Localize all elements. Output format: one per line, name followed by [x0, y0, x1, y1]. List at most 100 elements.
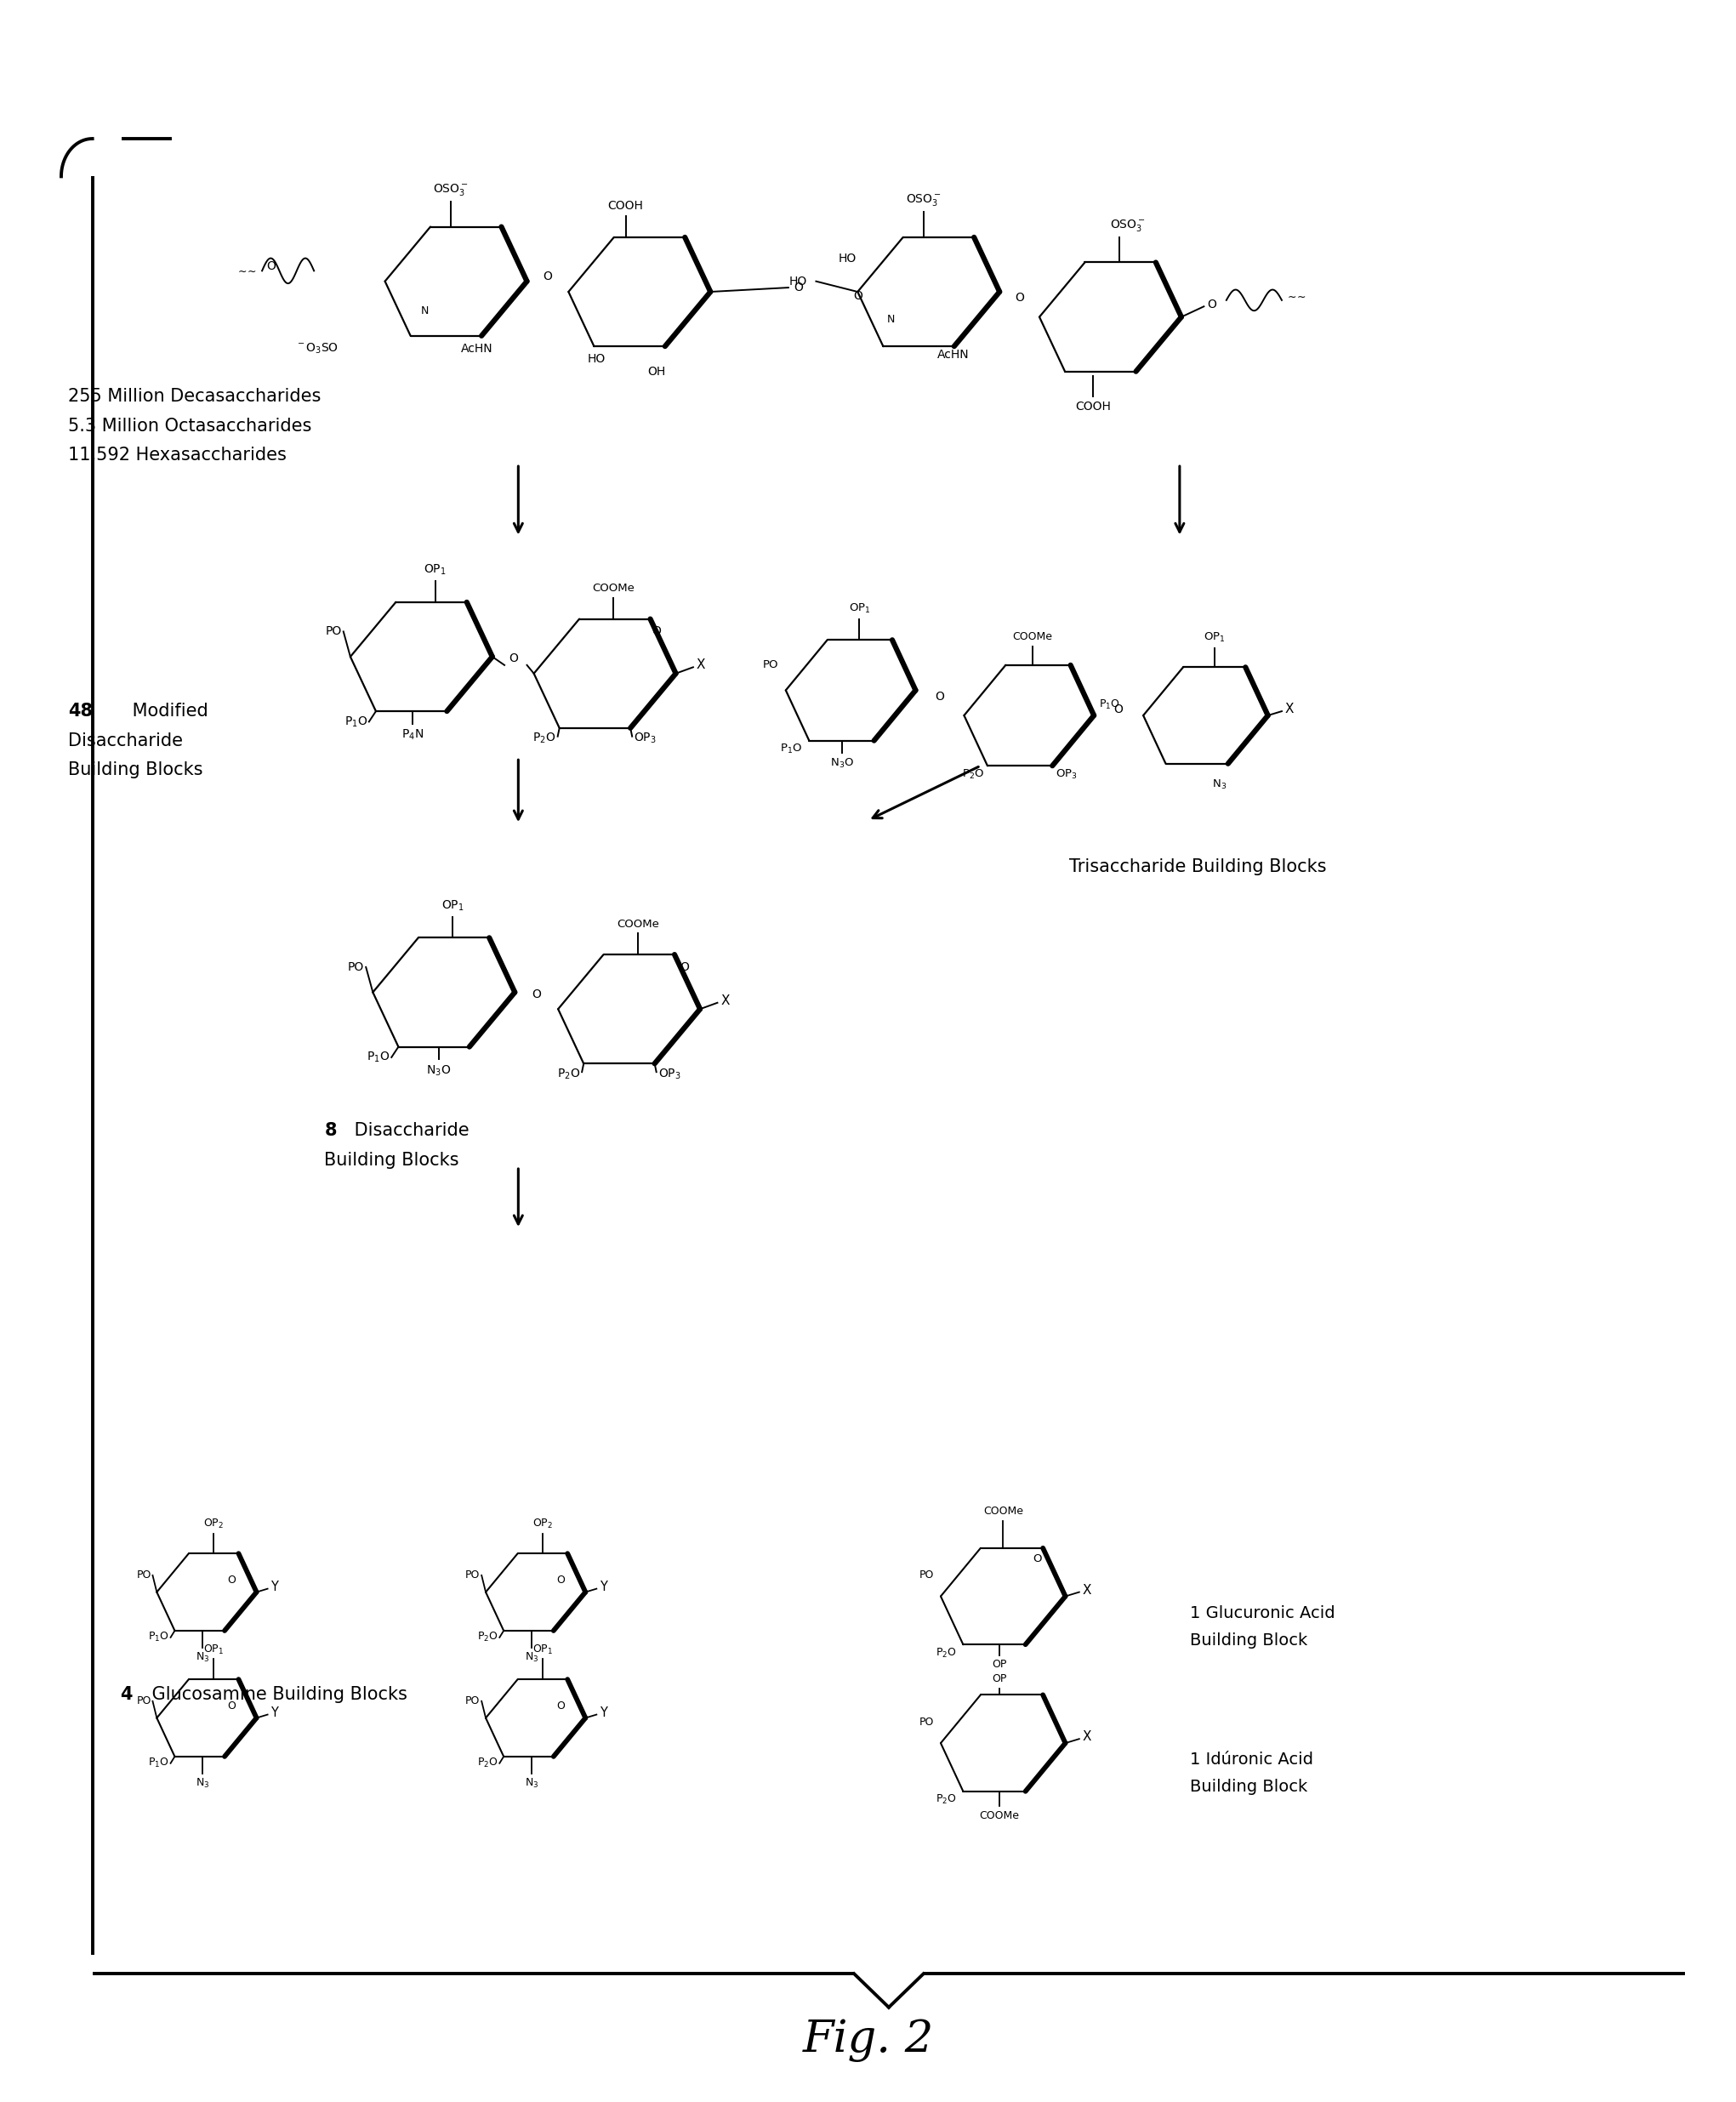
Text: PO: PO [137, 1570, 151, 1581]
Text: OH: OH [648, 366, 667, 378]
Text: 5.3 Million Octasaccharides: 5.3 Million Octasaccharides [68, 418, 312, 435]
Text: COOMe: COOMe [1012, 631, 1052, 641]
Text: 8: 8 [325, 1122, 337, 1139]
Text: P$_1$O: P$_1$O [344, 715, 368, 729]
Text: OP$_1$: OP$_1$ [441, 900, 464, 912]
Text: Building Blocks: Building Blocks [68, 761, 203, 778]
Text: N$_3$: N$_3$ [524, 1650, 538, 1663]
Text: PO: PO [465, 1570, 481, 1581]
Text: PO: PO [137, 1696, 151, 1707]
Text: N$_3$: N$_3$ [1212, 778, 1227, 790]
Text: X: X [1083, 1583, 1092, 1595]
Text: Building Block: Building Block [1189, 1778, 1307, 1795]
Text: HO: HO [838, 252, 856, 265]
Text: P$_1$O: P$_1$O [1099, 698, 1120, 710]
Text: $^-$O$_3$SO: $^-$O$_3$SO [295, 341, 339, 355]
Text: HO: HO [587, 353, 606, 366]
Text: AcHN: AcHN [937, 349, 969, 362]
Text: OP$_2$: OP$_2$ [203, 1518, 224, 1530]
Text: X: X [1083, 1730, 1092, 1743]
Text: Fig. 2: Fig. 2 [802, 2018, 934, 2062]
Text: O: O [936, 692, 944, 702]
Text: COOH: COOH [1075, 401, 1111, 412]
Text: Building Blocks: Building Blocks [325, 1152, 460, 1169]
Text: X: X [720, 994, 729, 1007]
Text: HO: HO [790, 275, 807, 288]
Text: O: O [543, 269, 552, 282]
Text: P$_1$O: P$_1$O [779, 742, 802, 755]
Text: OP$_2$: OP$_2$ [533, 1518, 552, 1530]
Text: Y: Y [271, 1581, 278, 1593]
Text: OP$_3$: OP$_3$ [634, 731, 656, 746]
Text: O: O [556, 1701, 564, 1711]
Text: O: O [1033, 1553, 1042, 1564]
Text: N: N [420, 305, 429, 315]
Text: N$_3$: N$_3$ [196, 1776, 210, 1789]
Text: X: X [1285, 702, 1293, 715]
Text: O: O [653, 626, 661, 637]
Text: PO: PO [918, 1717, 934, 1728]
Text: OP$_1$: OP$_1$ [424, 563, 446, 578]
Text: O: O [1016, 292, 1024, 305]
Text: OSO$_3^-$: OSO$_3^-$ [906, 193, 941, 208]
Text: P$_2$O: P$_2$O [936, 1793, 957, 1806]
Text: Modified: Modified [127, 702, 208, 719]
Text: P$_1$O: P$_1$O [148, 1631, 168, 1644]
Text: P$_2$O: P$_2$O [477, 1631, 498, 1644]
Text: Y: Y [599, 1581, 608, 1593]
Text: N$_3$: N$_3$ [196, 1650, 210, 1663]
Text: AcHN: AcHN [462, 343, 493, 355]
Text: OP$_1$: OP$_1$ [849, 601, 870, 614]
Text: OSO$_3^-$: OSO$_3^-$ [432, 183, 469, 198]
Text: O: O [681, 961, 689, 973]
Text: O: O [793, 282, 804, 294]
Text: O: O [1207, 298, 1217, 311]
Text: O: O [556, 1574, 564, 1587]
Text: P$_4$N: P$_4$N [401, 727, 424, 742]
Text: O: O [227, 1701, 236, 1711]
Text: PO: PO [918, 1570, 934, 1581]
Text: COOH: COOH [608, 200, 644, 212]
Text: 1 Glucuronic Acid: 1 Glucuronic Acid [1189, 1606, 1335, 1621]
Text: O: O [267, 261, 276, 273]
Text: OP$_1$: OP$_1$ [203, 1644, 224, 1656]
Text: Disaccharide: Disaccharide [68, 731, 182, 748]
Text: P$_2$O: P$_2$O [936, 1646, 957, 1658]
Text: N$_3$O: N$_3$O [427, 1064, 451, 1078]
Text: O: O [509, 654, 517, 664]
Text: OP$_3$: OP$_3$ [658, 1068, 681, 1080]
Text: N: N [887, 313, 894, 324]
Text: Disaccharide: Disaccharide [349, 1122, 469, 1139]
Text: PO: PO [347, 961, 365, 973]
Text: O: O [531, 988, 542, 1001]
Text: Building Block: Building Block [1189, 1633, 1307, 1648]
Text: P$_2$O: P$_2$O [533, 731, 556, 746]
Text: COOMe: COOMe [616, 919, 660, 929]
Text: COOMe: COOMe [979, 1810, 1019, 1820]
Text: Trisaccharide Building Blocks: Trisaccharide Building Blocks [1069, 858, 1326, 874]
Text: Y: Y [599, 1707, 608, 1719]
Text: Glucosamine Building Blocks: Glucosamine Building Blocks [146, 1686, 406, 1703]
Text: O: O [854, 290, 863, 303]
Text: 255 Million Decasaccharides: 255 Million Decasaccharides [68, 389, 321, 406]
Text: OP: OP [993, 1673, 1007, 1684]
Text: OP$_1$: OP$_1$ [533, 1644, 552, 1656]
Text: PO: PO [465, 1696, 481, 1707]
Text: PO: PO [764, 660, 779, 671]
Text: $\sim\!\!\sim$: $\sim\!\!\sim$ [236, 265, 257, 275]
Text: 48: 48 [68, 702, 92, 719]
Text: Y: Y [271, 1707, 278, 1719]
Text: X: X [696, 658, 705, 671]
Text: 1 Idúronic Acid: 1 Idúronic Acid [1189, 1751, 1314, 1768]
Text: P$_2$O: P$_2$O [962, 767, 984, 780]
Text: OP$_1$: OP$_1$ [1203, 631, 1226, 643]
Text: OP: OP [993, 1658, 1007, 1671]
Text: 11,592 Hexasaccharides: 11,592 Hexasaccharides [68, 448, 286, 465]
Text: $\sim\!\!\sim$: $\sim\!\!\sim$ [1285, 290, 1307, 301]
Text: P$_1$O: P$_1$O [148, 1757, 168, 1770]
Text: COOMe: COOMe [592, 582, 635, 593]
Text: O: O [227, 1574, 236, 1587]
Text: N$_3$O: N$_3$O [830, 757, 854, 769]
Text: P$_2$O: P$_2$O [557, 1068, 580, 1080]
Text: PO: PO [325, 626, 342, 637]
